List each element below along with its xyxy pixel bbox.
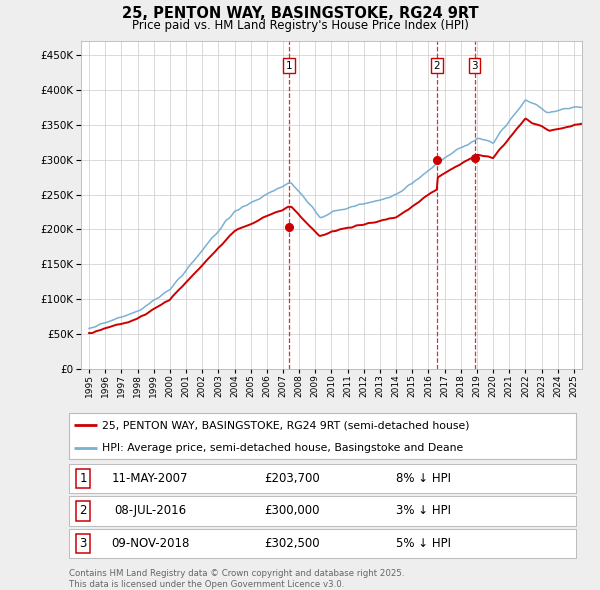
Text: 1: 1	[79, 472, 87, 485]
Text: 2: 2	[434, 61, 440, 71]
Text: 09-NOV-2018: 09-NOV-2018	[111, 537, 190, 550]
Text: Price paid vs. HM Land Registry's House Price Index (HPI): Price paid vs. HM Land Registry's House …	[131, 19, 469, 32]
Text: 3: 3	[471, 61, 478, 71]
Text: 25, PENTON WAY, BASINGSTOKE, RG24 9RT (semi-detached house): 25, PENTON WAY, BASINGSTOKE, RG24 9RT (s…	[102, 421, 469, 431]
Text: £203,700: £203,700	[264, 472, 320, 485]
Text: £300,000: £300,000	[265, 504, 320, 517]
Text: 8% ↓ HPI: 8% ↓ HPI	[397, 472, 451, 485]
Text: 11-MAY-2007: 11-MAY-2007	[112, 472, 188, 485]
Text: 3% ↓ HPI: 3% ↓ HPI	[397, 504, 451, 517]
Text: Contains HM Land Registry data © Crown copyright and database right 2025.
This d: Contains HM Land Registry data © Crown c…	[69, 569, 404, 589]
Text: 2: 2	[79, 504, 87, 517]
Text: 25, PENTON WAY, BASINGSTOKE, RG24 9RT: 25, PENTON WAY, BASINGSTOKE, RG24 9RT	[122, 6, 478, 21]
Text: 5% ↓ HPI: 5% ↓ HPI	[397, 537, 451, 550]
Text: 3: 3	[80, 537, 87, 550]
Text: HPI: Average price, semi-detached house, Basingstoke and Deane: HPI: Average price, semi-detached house,…	[102, 442, 463, 453]
Text: 08-JUL-2016: 08-JUL-2016	[114, 504, 186, 517]
Text: 1: 1	[286, 61, 292, 71]
Text: £302,500: £302,500	[264, 537, 320, 550]
